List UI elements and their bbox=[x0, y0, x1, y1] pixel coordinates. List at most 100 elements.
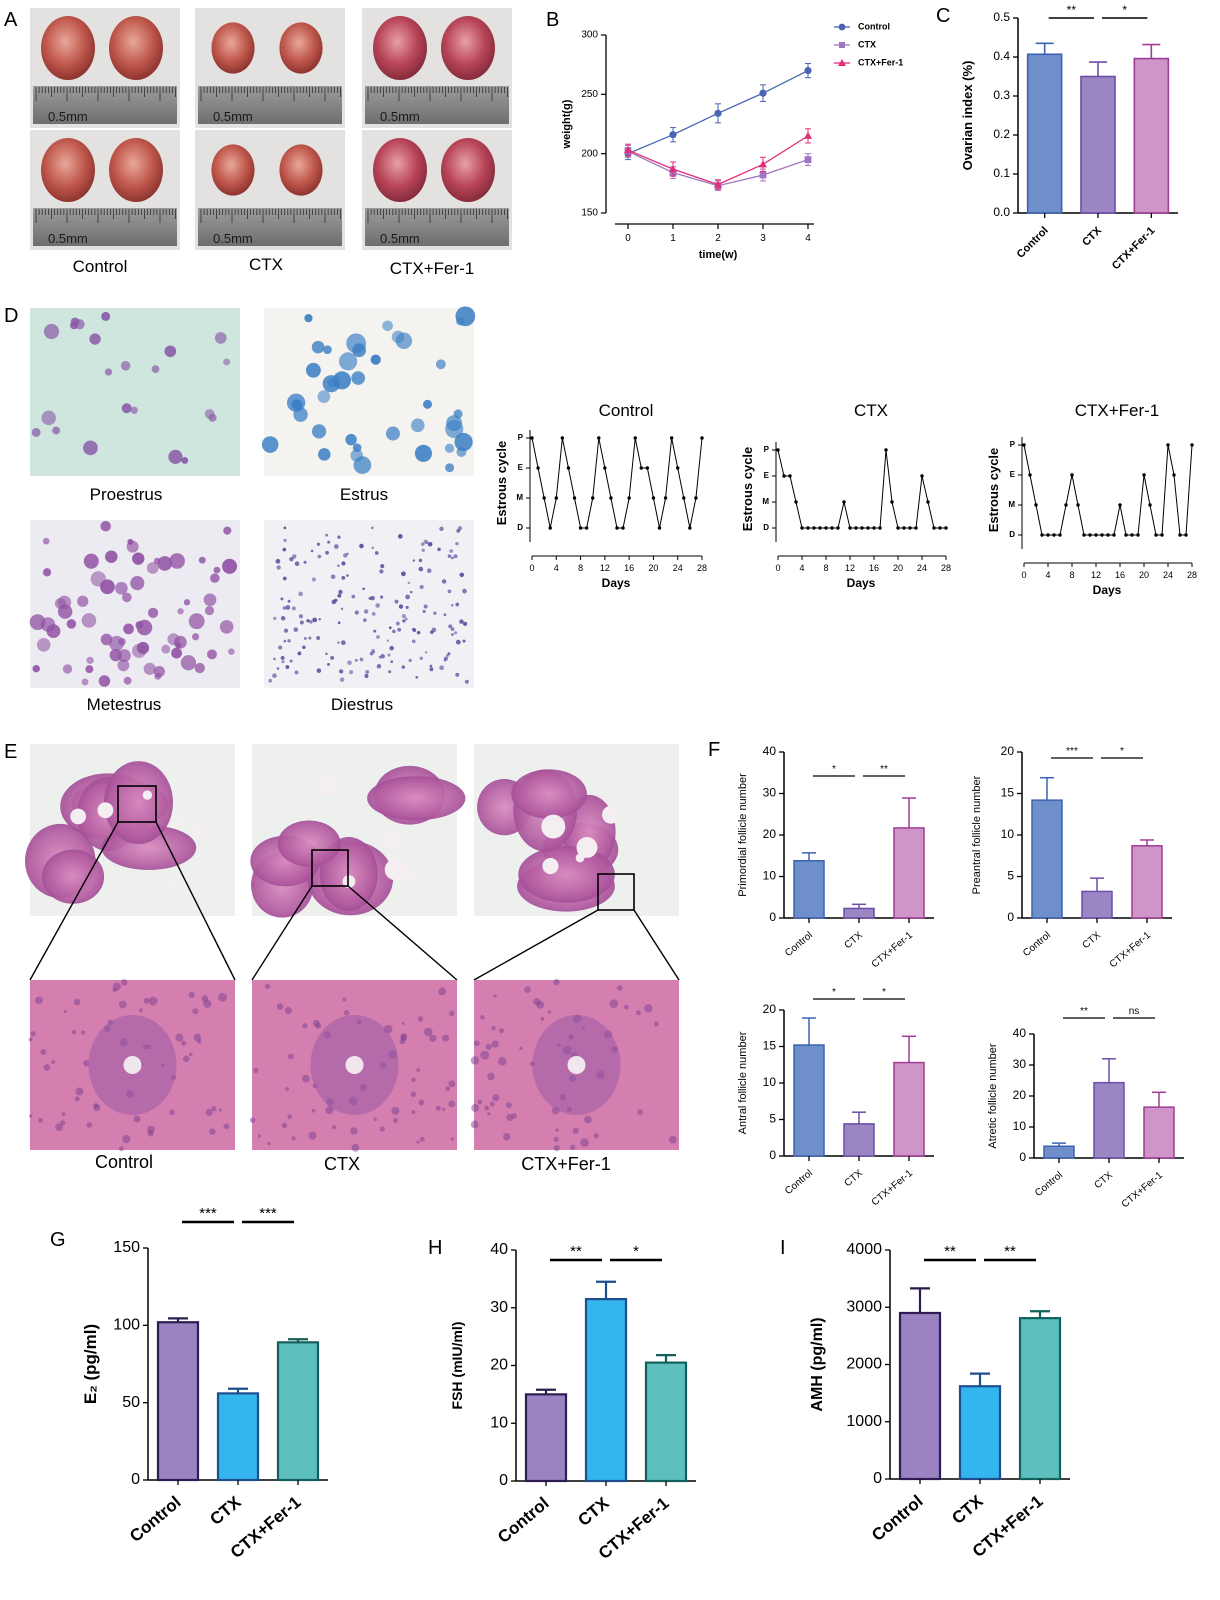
nucleus bbox=[489, 1101, 495, 1107]
smear-cell bbox=[333, 598, 338, 603]
x-tick-label: 24 bbox=[673, 563, 683, 573]
smear-cell bbox=[317, 554, 322, 559]
nucleus bbox=[350, 1127, 358, 1135]
y-tick-label: 1000 bbox=[846, 1413, 882, 1430]
nucleus bbox=[61, 1112, 66, 1117]
data-point bbox=[682, 496, 686, 500]
nucleus bbox=[192, 1008, 199, 1015]
nucleus bbox=[122, 1135, 131, 1144]
x-tick-label: 20 bbox=[893, 563, 903, 573]
smear-cell bbox=[392, 629, 396, 634]
smear-cell bbox=[98, 675, 111, 687]
nucleus bbox=[373, 1117, 377, 1121]
smear-cell bbox=[433, 611, 437, 615]
follicle-cavity bbox=[541, 814, 566, 839]
smear-cell bbox=[194, 662, 205, 674]
y-axis-label: Antral follicle number bbox=[737, 1031, 749, 1134]
data-point bbox=[700, 436, 704, 440]
smear-cell bbox=[285, 605, 291, 610]
ovary-photo-tile: 0.5mm bbox=[362, 8, 512, 128]
ovary-right bbox=[279, 22, 323, 74]
y-axis-label: Estrous cycle bbox=[986, 448, 1001, 533]
smear-cell bbox=[455, 602, 460, 607]
data-point bbox=[566, 466, 571, 470]
nucleus bbox=[40, 1049, 47, 1056]
nucleus bbox=[470, 1056, 480, 1065]
data-point bbox=[1160, 533, 1164, 537]
smear-cell bbox=[311, 340, 325, 354]
smear-cell bbox=[177, 608, 184, 615]
chart-title: CTX bbox=[854, 401, 888, 420]
y-tick-label: 0.2 bbox=[993, 127, 1010, 141]
smear-cell bbox=[105, 550, 118, 563]
nucleus bbox=[276, 1003, 284, 1010]
nucleus bbox=[218, 992, 228, 1002]
tissue-lobe bbox=[277, 820, 341, 867]
smear-cell bbox=[388, 626, 392, 630]
data-point bbox=[830, 526, 834, 530]
x-tick-label: CTX bbox=[1081, 930, 1104, 951]
y-tick-label: 250 bbox=[581, 89, 598, 100]
x-tick-label: CTX bbox=[948, 1491, 987, 1528]
data-point bbox=[627, 496, 631, 500]
x-tick-label: 16 bbox=[1115, 570, 1125, 580]
x-tick-label: Control bbox=[783, 930, 815, 959]
panel-letter-h: H bbox=[428, 1237, 442, 1259]
nucleus bbox=[524, 986, 531, 993]
nucleus bbox=[445, 1086, 451, 1092]
y-tick-label: 30 bbox=[1013, 1057, 1027, 1071]
y-tick-label: 3000 bbox=[846, 1298, 882, 1315]
smear-cell bbox=[353, 456, 372, 474]
smear-cell bbox=[449, 549, 454, 553]
data-point bbox=[1154, 533, 1158, 537]
y-tick-label: 20 bbox=[490, 1357, 508, 1374]
smear-cell bbox=[346, 552, 349, 556]
zoom-box bbox=[117, 785, 157, 823]
smear-cell bbox=[168, 449, 183, 464]
nucleus bbox=[75, 1087, 84, 1096]
smear-cell bbox=[42, 537, 50, 545]
smear-cell bbox=[273, 616, 277, 621]
data-point bbox=[657, 526, 662, 530]
smear-cell bbox=[351, 371, 366, 385]
significance-label: * bbox=[882, 987, 886, 998]
data-point bbox=[788, 474, 792, 478]
chart-f4: 0 10 20 30 40 Control CTX CTX+Fer-1 ** ns Atretic … bbox=[987, 1006, 1184, 1210]
smear-cell bbox=[397, 627, 402, 632]
nucleus bbox=[411, 1077, 416, 1083]
data-point bbox=[639, 466, 643, 470]
smear-cell bbox=[32, 664, 40, 673]
smear-background bbox=[264, 308, 474, 476]
nucleus bbox=[83, 1060, 90, 1067]
smear-cell bbox=[115, 581, 128, 595]
nucleus bbox=[175, 1033, 184, 1042]
data-point bbox=[812, 526, 816, 530]
data-point bbox=[1112, 533, 1116, 537]
y-axis-label: Atretic follicle number bbox=[987, 1043, 999, 1148]
nucleus bbox=[311, 1108, 316, 1113]
smear-cell bbox=[419, 585, 424, 589]
smear-cell bbox=[100, 520, 111, 532]
significance-label: * bbox=[832, 764, 836, 775]
data-point bbox=[584, 526, 589, 530]
y-tick-label: 10 bbox=[490, 1414, 508, 1431]
nucleus bbox=[189, 1052, 193, 1057]
smear-cell bbox=[294, 561, 300, 567]
significance-label: *** bbox=[1066, 746, 1078, 757]
smear-cell bbox=[388, 670, 392, 674]
smear-cell bbox=[297, 651, 302, 656]
y-tick-label: M bbox=[762, 497, 769, 506]
nucleus bbox=[284, 1007, 292, 1015]
smear-cell bbox=[127, 538, 134, 545]
x-tick-label: Control bbox=[126, 1493, 185, 1546]
smear-cell bbox=[439, 526, 444, 532]
zoom-guide-line bbox=[347, 885, 458, 981]
smear-cell bbox=[330, 574, 336, 580]
x-tick-label: 4 bbox=[1045, 570, 1050, 580]
smear-cell bbox=[291, 606, 296, 611]
data-point bbox=[548, 526, 552, 530]
panel-letter-g: G bbox=[50, 1229, 66, 1251]
bar-ctx-fer-1 bbox=[1131, 845, 1163, 919]
smear-cell bbox=[450, 627, 455, 632]
nucleus bbox=[448, 1100, 456, 1108]
